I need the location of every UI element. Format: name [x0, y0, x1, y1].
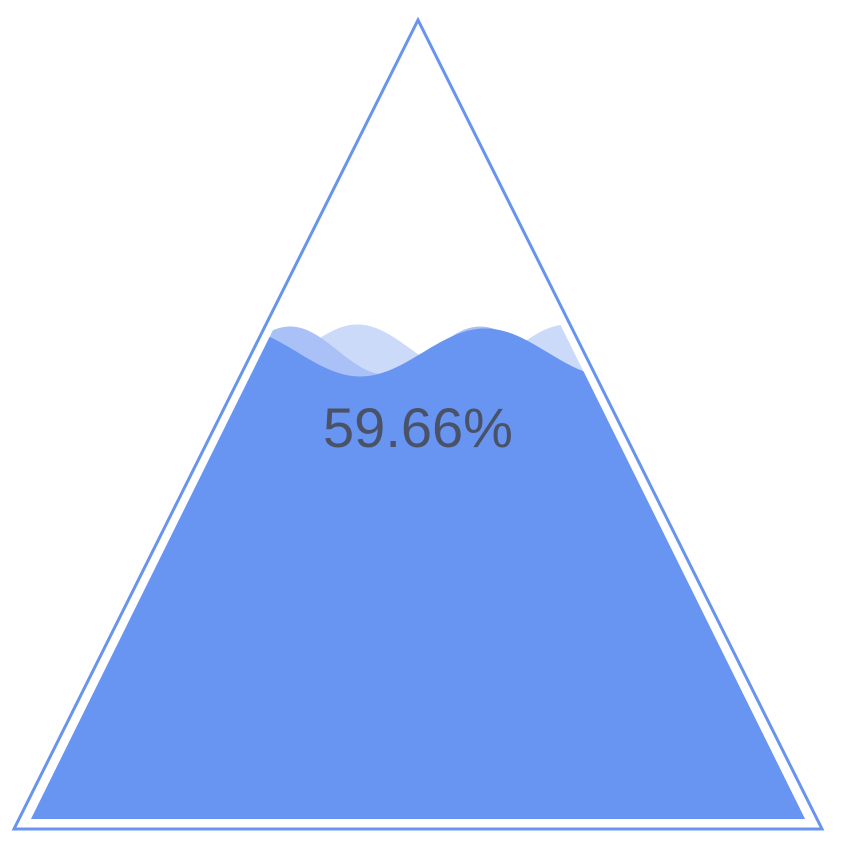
value-label: 59.66% — [323, 396, 513, 459]
triangle-outline — [11, 16, 825, 831]
